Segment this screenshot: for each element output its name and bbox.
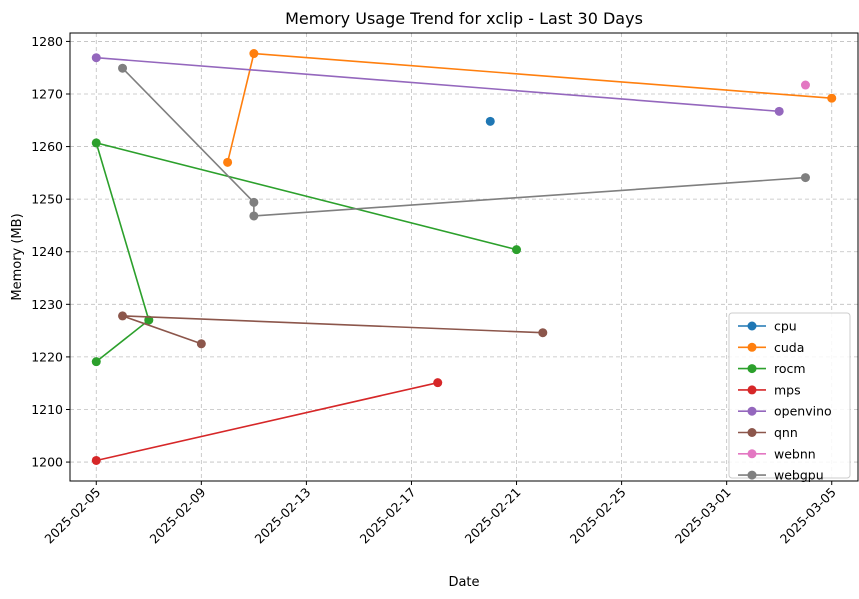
legend-label: cuda [774, 340, 804, 355]
legend-label: webgpu [774, 468, 824, 483]
series-cuda [223, 49, 837, 167]
legend-label: webnn [774, 446, 816, 461]
data-point [118, 63, 128, 73]
legend-label: cpu [774, 319, 797, 334]
x-axis-label: Date [448, 575, 479, 590]
y-tick-label: 1230 [31, 297, 63, 312]
legend-swatch-marker [747, 449, 757, 459]
legend-swatch-marker [747, 385, 757, 395]
legend: cpu cuda rocm mps openvino qnn webnn webgpu [728, 312, 851, 483]
data-point [249, 211, 259, 221]
legend-label: qnn [774, 425, 798, 440]
legend-box [728, 312, 851, 479]
series-line [121, 67, 806, 217]
data-point [91, 455, 101, 465]
data-point [538, 328, 548, 338]
y-tick-label: 1280 [31, 34, 63, 49]
x-tick-label: 2025-02-05 [41, 485, 103, 547]
legend-label: rocm [774, 361, 806, 376]
y-tick-label: 1260 [31, 139, 63, 154]
data-point [223, 157, 233, 167]
series-line [95, 141, 517, 363]
legend-swatch-marker [747, 428, 757, 437]
y-tick-label: 1270 [31, 86, 63, 101]
series-webgpu [118, 63, 810, 221]
legend-swatch-marker [747, 321, 757, 331]
legend-swatch-marker [747, 342, 757, 352]
ticks: 2025-02-05 2025-02-09 2025-02-13 2025-02-17… [31, 34, 839, 547]
legend-label: mps [774, 382, 801, 397]
series-openvino [91, 53, 784, 116]
legend-label: openvino [774, 404, 832, 419]
y-tick-label: 1250 [31, 192, 63, 207]
data-point [249, 197, 259, 207]
legend-swatch-marker [747, 470, 757, 480]
series-qnn [118, 311, 548, 349]
x-tick-label: 2025-02-21 [462, 485, 524, 547]
x-tick-label: 2025-02-25 [567, 485, 629, 547]
y-tick-label: 1200 [31, 455, 63, 470]
series-line [96, 56, 780, 113]
series-webnn [800, 80, 810, 90]
data-point [91, 53, 101, 63]
y-tick-label: 1210 [31, 402, 63, 417]
data-point [800, 173, 810, 183]
series-group [91, 49, 837, 465]
series-line [122, 315, 543, 345]
series-mps [91, 378, 443, 465]
x-tick-label: 2025-03-01 [672, 485, 734, 547]
data-point [827, 93, 837, 103]
x-tick-label: 2025-02-17 [357, 485, 419, 547]
y-tick-label: 1240 [31, 244, 63, 259]
chart-title: Memory Usage Trend for xclip - Last 30 D… [285, 9, 643, 28]
legend-swatch-marker [747, 364, 757, 374]
plot-frame [69, 32, 859, 482]
x-tick-label: 2025-03-05 [777, 485, 839, 547]
data-point [144, 315, 154, 325]
data-point [512, 245, 522, 255]
data-point [91, 138, 101, 148]
y-axis-label: Memory (MB) [10, 213, 25, 300]
legend-swatch-marker [747, 406, 757, 416]
series-line [96, 381, 438, 462]
data-point [433, 378, 443, 388]
data-point [800, 80, 810, 90]
x-tick-label: 2025-02-09 [146, 484, 208, 546]
y-tick-label: 1220 [31, 349, 63, 364]
data-point [774, 106, 784, 116]
series-rocm [91, 138, 522, 367]
data-point [485, 116, 495, 126]
data-point [249, 49, 259, 59]
data-point [91, 357, 101, 367]
data-point [196, 339, 206, 349]
x-tick-label: 2025-02-13 [252, 485, 314, 547]
data-point [118, 311, 128, 321]
series-cpu [485, 116, 495, 126]
